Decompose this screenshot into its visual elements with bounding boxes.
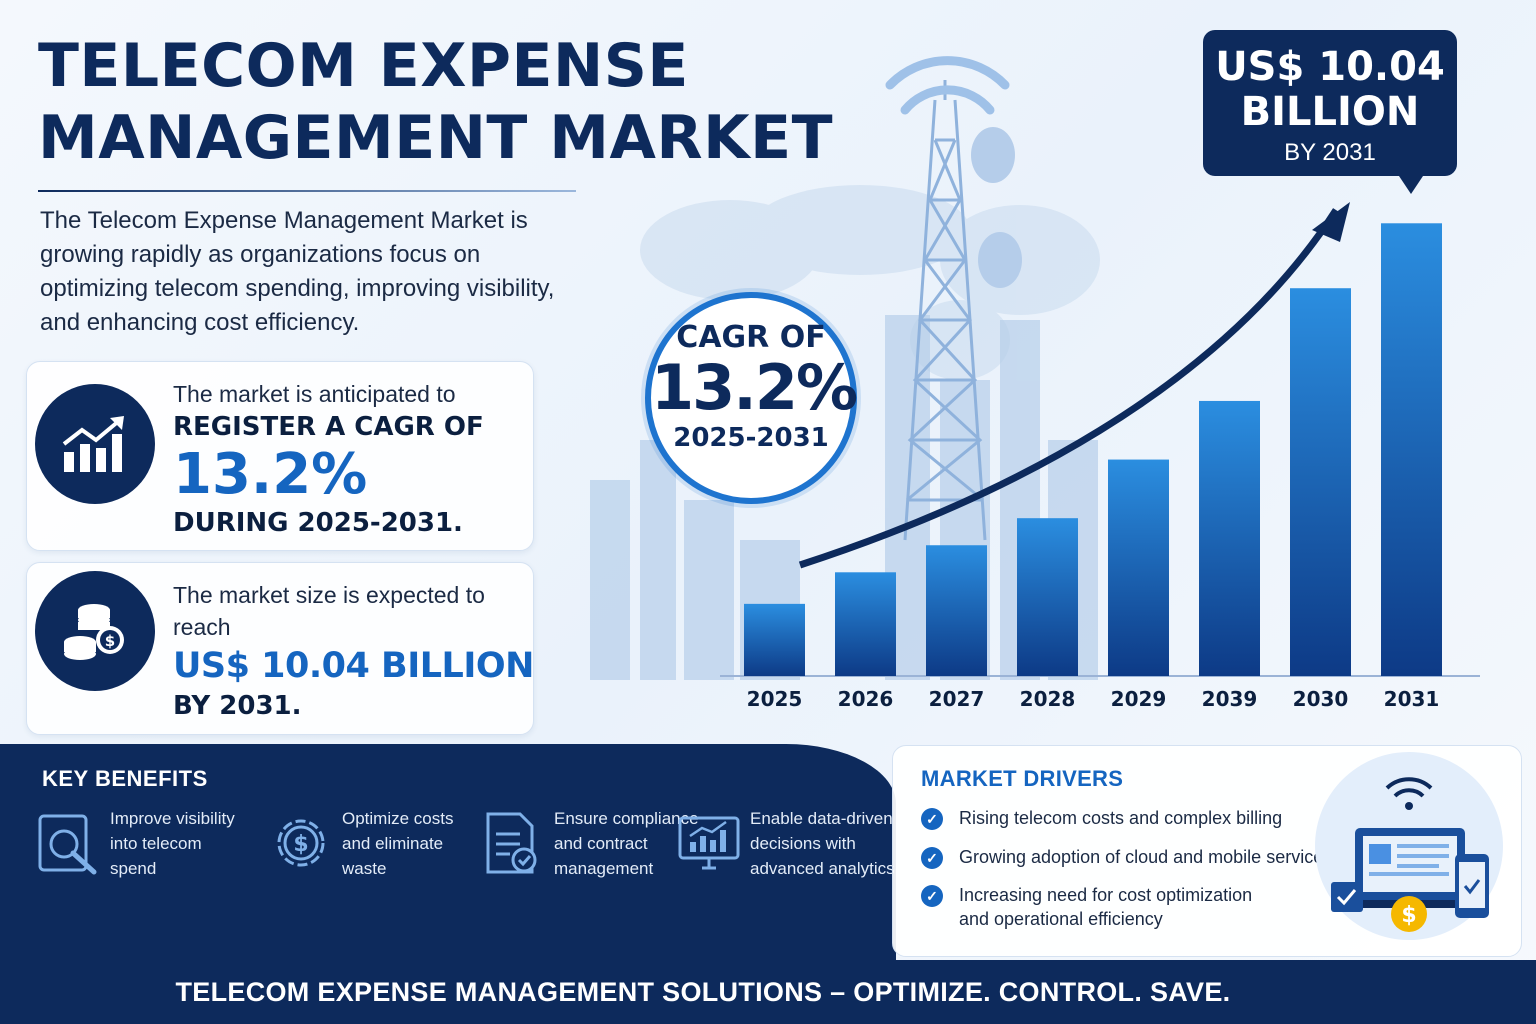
x-tick-label: 2029: [1111, 687, 1167, 711]
svg-text:$: $: [105, 632, 115, 650]
cagr-badge-label: CAGR OF: [676, 320, 826, 355]
x-tick-label: 2028: [1020, 687, 1076, 711]
driver-text: Rising telecom costs and complex billing: [959, 808, 1283, 828]
wifi-icon: [1393, 788, 1425, 798]
document-check-icon: [486, 812, 537, 874]
title-divider: [38, 190, 576, 192]
callout-amount: US$ 10.04: [1215, 44, 1445, 90]
growth-trend-arrowhead: [1312, 202, 1350, 242]
check-circle-icon: ✓: [921, 808, 943, 830]
title-line-2: MANAGEMENT MARKET: [38, 103, 834, 173]
size-card-value: US$ 10.04 BILLION: [173, 646, 534, 686]
market-growth-bar-chart: 2025 2026 2027 2028 2029 2039 2030 2031: [720, 202, 1480, 711]
key-benefits-panel: KEY BENEFITS Improve visibility into tel…: [0, 744, 896, 960]
bar-2030: [1290, 288, 1351, 676]
coins-icon: $: [35, 571, 155, 691]
x-tick-label: 2026: [838, 687, 894, 711]
cagr-badge: CAGR OF 13.2% 2025-2031: [645, 292, 858, 504]
connected-devices-illustration: $: [1315, 752, 1503, 940]
bar-2027: [926, 545, 987, 676]
title-line-1: TELECOM EXPENSE: [38, 31, 689, 101]
svg-text:$: $: [1401, 903, 1416, 928]
benefit-text-visibility: Improve visibility into telecom spend: [110, 809, 235, 878]
size-card-intro: The market size is expected to reach: [173, 582, 485, 640]
svg-text:$: $: [293, 832, 308, 857]
antenna-dishes: [971, 127, 1022, 288]
market-size-card: $ The market size is expected to reach U…: [26, 562, 534, 735]
cagr-card-value: 13.2%: [173, 442, 368, 507]
check-circle-icon: ✓: [921, 885, 943, 907]
market-value-callout: US$ 10.04 BILLION BY 2031: [1203, 30, 1457, 194]
footer-banner: TELECOM EXPENSE MANAGEMENT SOLUTIONS – O…: [0, 960, 1536, 1024]
dollar-gear-icon: $: [277, 819, 325, 867]
bar-2028: [1017, 518, 1078, 676]
driver-text: Growing adoption of cloud and mobile ser…: [959, 847, 1333, 867]
check-circle-icon: ✓: [921, 847, 943, 869]
cagr-card-intro: The market is anticipated to: [173, 381, 456, 407]
callout-year: BY 2031: [1284, 139, 1376, 166]
bar-2025: [744, 603, 805, 676]
analytics-monitor-icon: [678, 816, 740, 870]
bar-2039: [1199, 400, 1260, 676]
cagr-card-label: REGISTER A CAGR OF: [173, 412, 484, 442]
bar-2029: [1108, 459, 1169, 676]
benefit-text-analytics: Enable data-driven decisions with advanc…: [750, 809, 895, 878]
x-tick-label: 2039: [1202, 687, 1258, 711]
cagr-stat-card: The market is anticipated to REGISTER A …: [26, 361, 534, 551]
benefit-text-compliance: Ensure compliance and contract managemen…: [554, 809, 699, 878]
driver-text: Increasing need for cost optimization an…: [959, 885, 1253, 929]
x-tick-label: 2027: [929, 687, 985, 711]
search-report-icon: [38, 814, 97, 875]
key-benefits-title: KEY BENEFITS: [42, 766, 208, 791]
x-tick-label: 2030: [1293, 687, 1349, 711]
x-tick-label: 2031: [1384, 687, 1440, 711]
cagr-card-period: DURING 2025-2031.: [173, 508, 463, 538]
dollar-coin-icon: [1391, 896, 1427, 932]
tablet-icon: [1331, 882, 1363, 912]
bar-2031: [1381, 223, 1442, 676]
cagr-badge-value: 13.2%: [651, 351, 858, 424]
world-map-silhouette: [640, 185, 1100, 380]
callout-unit: BILLION: [1240, 89, 1420, 135]
bar-2026: [835, 572, 896, 676]
market-drivers-panel: MARKET DRIVERS ✓ Rising telecom costs an…: [892, 745, 1522, 957]
signal-waves-icon: [885, 56, 1010, 115]
market-drivers-title: MARKET DRIVERS: [921, 766, 1124, 791]
cagr-badge-period: 2025-2031: [673, 423, 829, 453]
footer-tagline: TELECOM EXPENSE MANAGEMENT SOLUTIONS – O…: [175, 976, 1231, 1007]
page-title: TELECOM EXPENSE MANAGEMENT MARKET: [38, 30, 838, 174]
intro-paragraph: The Telecom Expense Management Market is…: [40, 207, 555, 336]
growth-trend-arrow: [798, 208, 1339, 569]
size-card-year: BY 2031.: [173, 691, 302, 721]
benefit-text-costs: Optimize costs and eliminate waste: [342, 809, 454, 878]
growth-chart-icon: [35, 384, 155, 504]
tower-structure: [903, 80, 987, 541]
x-tick-label: 2025: [747, 687, 803, 711]
